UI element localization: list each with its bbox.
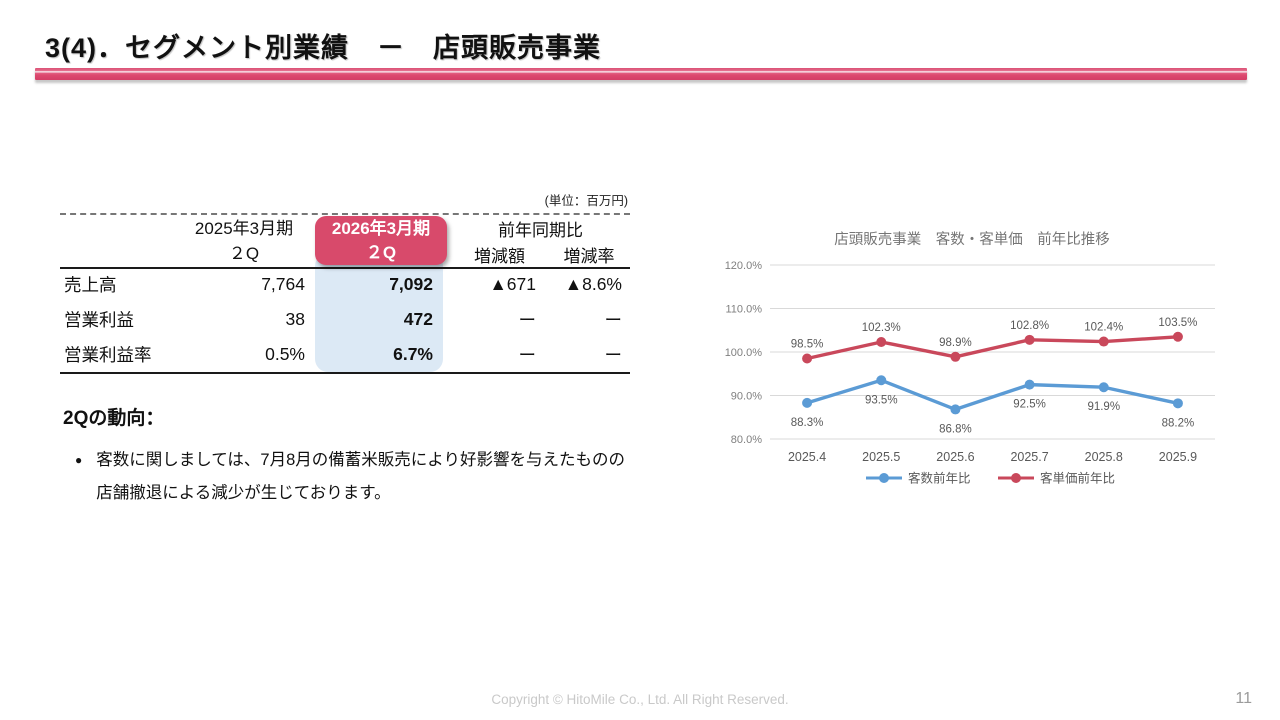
prev-value: 38 <box>285 309 305 329</box>
data-point-marker <box>876 336 887 347</box>
data-point-label: 102.8% <box>1010 320 1049 332</box>
rate-value: ▲8.6% <box>564 274 622 294</box>
commentary-section: 2Qの動向： ● 客数に関しましては、7月8月の備蓄米販売により好影響を与えたも… <box>63 403 638 510</box>
col-header-diff: 増減額 <box>474 246 525 266</box>
y-axis-tick-label: 90.0% <box>731 391 762 403</box>
legend-label: 客単価前年比 <box>1040 471 1115 486</box>
header-underline <box>60 267 630 269</box>
prev-value: 7,764 <box>261 274 305 294</box>
x-axis-tick-label: 2025.9 <box>1159 450 1197 464</box>
table-row-operating-margin: 営業利益率 0.5% 6.7% ー ー <box>60 337 630 372</box>
prev-value: 0.5% <box>265 344 305 364</box>
data-point-marker <box>1024 379 1035 390</box>
data-point-label: 91.9% <box>1087 401 1120 413</box>
curr-value: 472 <box>403 309 433 329</box>
legend-marker <box>1011 473 1021 483</box>
data-point-marker <box>802 397 813 408</box>
data-point-label: 88.2% <box>1162 417 1195 429</box>
chart-title: 店頭販売事業 客数・客単価 前年比推移 <box>834 231 1110 248</box>
row-label: 営業利益 <box>64 310 134 330</box>
data-point-label: 93.5% <box>865 394 898 406</box>
series-line <box>805 335 1180 361</box>
data-point-label: 98.5% <box>791 339 824 351</box>
table-row-operating-profit: 営業利益 38 472 ー ー <box>60 302 630 337</box>
y-axis-tick-label: 100.0% <box>725 347 763 359</box>
data-point-marker <box>1098 336 1109 347</box>
data-point-label: 102.3% <box>862 322 901 334</box>
data-point-marker <box>1172 398 1183 409</box>
data-point-marker <box>1024 334 1035 345</box>
footer-copyright: Copyright © HitoMile Co., Ltd. All Right… <box>491 692 789 707</box>
x-axis-tick-label: 2025.8 <box>1085 450 1123 464</box>
col-header-current-period-badge: 2026年3月期 ２Q <box>315 216 447 265</box>
x-axis-tick-label: 2025.4 <box>788 450 826 464</box>
data-point-marker <box>1098 382 1109 393</box>
title-accent-bar <box>35 68 1247 80</box>
page-number: 11 <box>1235 690 1252 707</box>
page-title: 3(4)．セグメント別業績 － 店頭販売事業 <box>45 33 602 63</box>
diff-value: ー <box>518 310 537 330</box>
y-axis-tick-label: 120.0% <box>725 260 763 272</box>
col-header-prev-period: 2025年3月期 ２Q <box>194 219 294 263</box>
line-chart-svg: 店頭販売事業 客数・客単価 前年比推移 80.0% 90.0% 100.0% 110.0… <box>725 231 1215 486</box>
x-axis-tick-label: 2025.5 <box>862 450 900 464</box>
data-point-marker <box>950 351 961 362</box>
row-label: 営業利益率 <box>64 345 152 365</box>
data-point-marker <box>1172 331 1183 342</box>
rate-value: ー <box>604 345 623 365</box>
series-line <box>805 378 1180 412</box>
data-point-marker <box>876 375 887 386</box>
col-header-yoy-group: 前年同期比 <box>498 220 583 240</box>
legend-marker <box>879 473 889 483</box>
current-column-highlight <box>315 253 443 372</box>
y-axis-tick-label: 80.0% <box>731 434 762 446</box>
commentary-heading: 2Qの動向： <box>63 408 165 429</box>
table-body: 売上高 7,764 7,092 ▲671 ▲8.6% 営業利益 38 472 ー… <box>60 267 630 374</box>
data-point-label: 103.5% <box>1158 317 1197 329</box>
financial-table: (単位：百万円) 2025年3月期 ２Q 2026年3月期 ２Q 前年同期比 増… <box>60 190 630 374</box>
table-header: 2025年3月期 ２Q 2026年3月期 ２Q 前年同期比 増減額 増減率 <box>60 215 630 267</box>
data-point-label: 102.4% <box>1084 322 1123 334</box>
diff-value: ▲671 <box>489 274 536 294</box>
diff-value: ー <box>518 345 537 365</box>
table-row-sales: 売上高 7,764 7,092 ▲671 ▲8.6% <box>60 267 630 302</box>
col-header-rate: 増減率 <box>563 246 615 266</box>
commentary-bullet-text: 客数に関しましては、7月8月の備蓄米販売により好影響を与えたものの店舗撤退による… <box>96 451 625 502</box>
x-axis-tick-label: 2025.6 <box>936 450 974 464</box>
data-point-label: 86.8% <box>939 423 972 435</box>
rate-value: ー <box>604 310 623 330</box>
data-point-label: 88.3% <box>791 417 824 429</box>
data-point-marker <box>950 404 961 415</box>
data-point-label: 92.5% <box>1013 399 1046 411</box>
row-label: 売上高 <box>64 275 117 295</box>
data-point-label: 98.9% <box>939 337 972 349</box>
y-axis-tick-label: 110.0% <box>726 304 763 316</box>
unit-label: (単位：百万円) <box>544 194 628 208</box>
bullet-icon: ● <box>75 453 83 467</box>
curr-value: 6.7% <box>393 344 433 364</box>
legend-label: 客数前年比 <box>908 471 971 486</box>
commentary-bullet-item: ● 客数に関しましては、7月8月の備蓄米販売により好影響を与えたものの店舗撤退に… <box>63 444 638 510</box>
x-axis-tick-label: 2025.7 <box>1010 450 1048 464</box>
data-point-marker <box>802 353 813 364</box>
line-chart: 店頭販売事業 客数・客単価 前年比推移 80.0% 90.0% 100.0% 110.0… <box>700 225 1235 500</box>
curr-value: 7,092 <box>389 274 433 294</box>
